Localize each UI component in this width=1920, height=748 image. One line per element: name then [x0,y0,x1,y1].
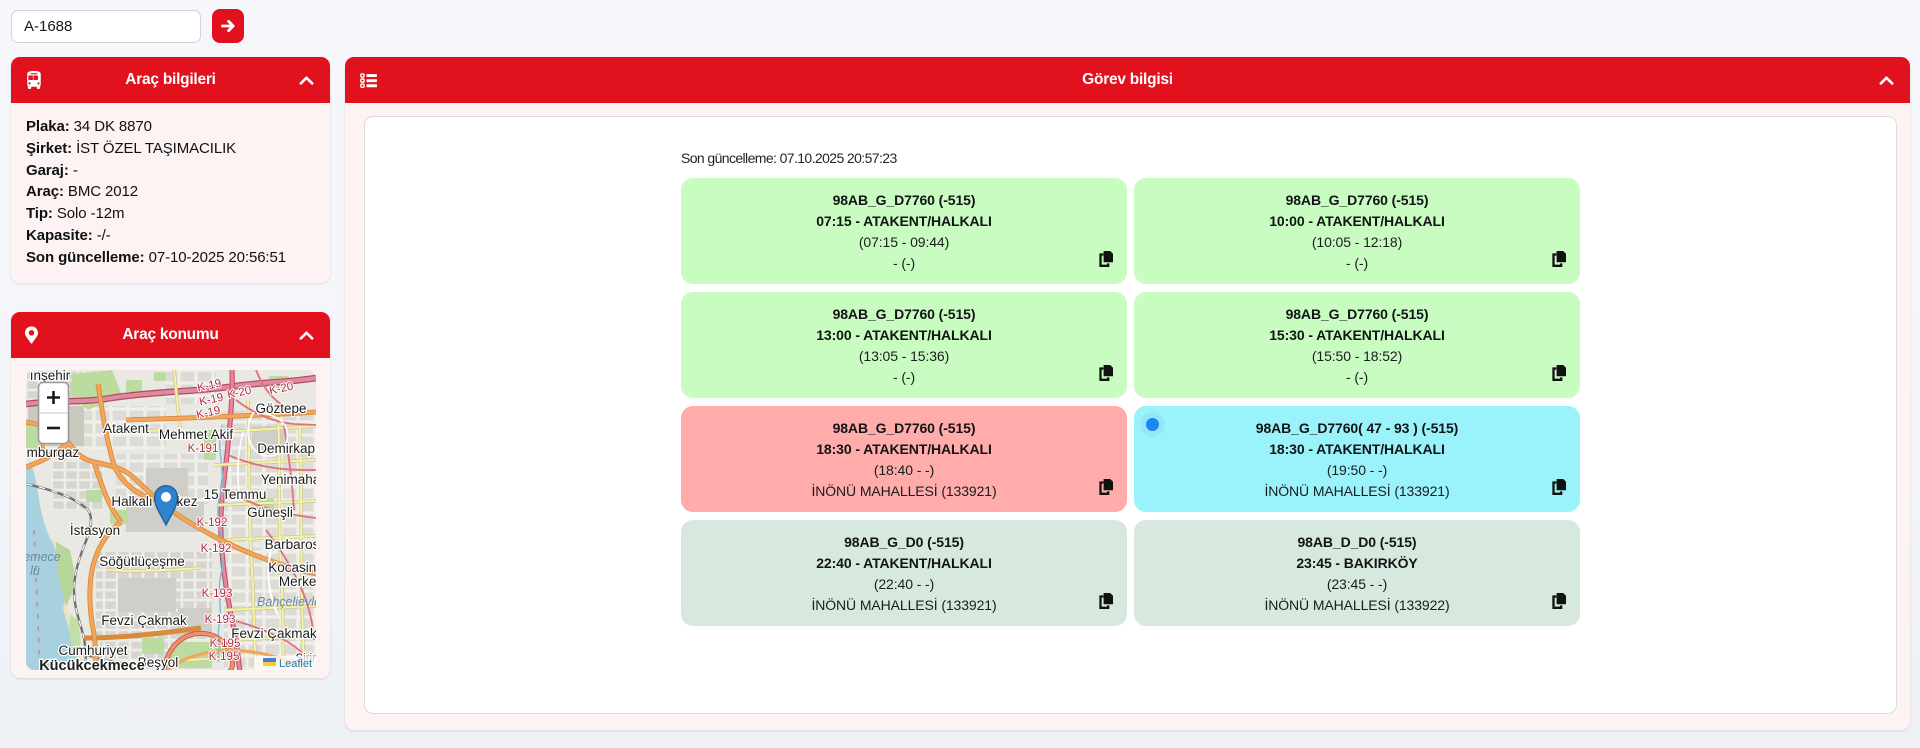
svg-text:Fevzi Çakmak: Fevzi Çakmak [231,626,316,641]
svg-text:Fevzi Çakmak: Fevzi Çakmak [101,613,187,628]
svg-text:K-193: K-193 [202,588,233,600]
svg-text:K-191: K-191 [188,443,219,455]
svg-text:Bahçelievle: Bahçelievle [257,595,316,609]
svg-text:Güneşli: Güneşli [247,505,293,520]
svg-text:lü: lü [30,564,40,578]
svg-text:kez: kez [176,494,197,509]
svg-text:Söğütlüçeşme: Söğütlüçeşme [99,554,185,569]
svg-text:Göztepe: Göztepe [255,401,306,416]
svg-text:K-193: K-193 [205,614,236,626]
svg-text:Atakent: Atakent [103,421,149,436]
svg-text:Cumhuriyet: Cumhuriyet [58,643,127,658]
svg-text:K-195: K-195 [210,638,241,650]
svg-text:K-192: K-192 [197,517,228,529]
svg-text:ınşehir: ınşehir [30,370,71,383]
svg-text:Kocasina: Kocasina [268,560,316,575]
svg-text:Demirkapı: Demirkapı [257,441,316,456]
svg-text:Leaflet: Leaflet [279,658,312,670]
svg-text:Beşyol: Beşyol [138,655,179,670]
svg-text:ımburgaz: ımburgaz [26,445,79,460]
svg-text:K-195: K-195 [209,651,240,663]
svg-text:Mehmet Akif: Mehmet Akif [159,427,234,442]
svg-text:emece: emece [26,550,61,564]
svg-text:Küçükçekmece: Küçükçekmece [39,658,145,670]
svg-text:Barbaros: Barbaros [265,537,316,552]
svg-text:Merkez: Merkez [279,574,316,589]
svg-text:İstasyon: İstasyon [70,523,120,538]
svg-text:Yenimahal: Yenimahal [261,472,316,487]
svg-text:K-192: K-192 [201,543,232,555]
svg-text:15 Temmu: 15 Temmu [204,487,267,502]
svg-text:Halkalı: Halkalı [111,494,152,509]
